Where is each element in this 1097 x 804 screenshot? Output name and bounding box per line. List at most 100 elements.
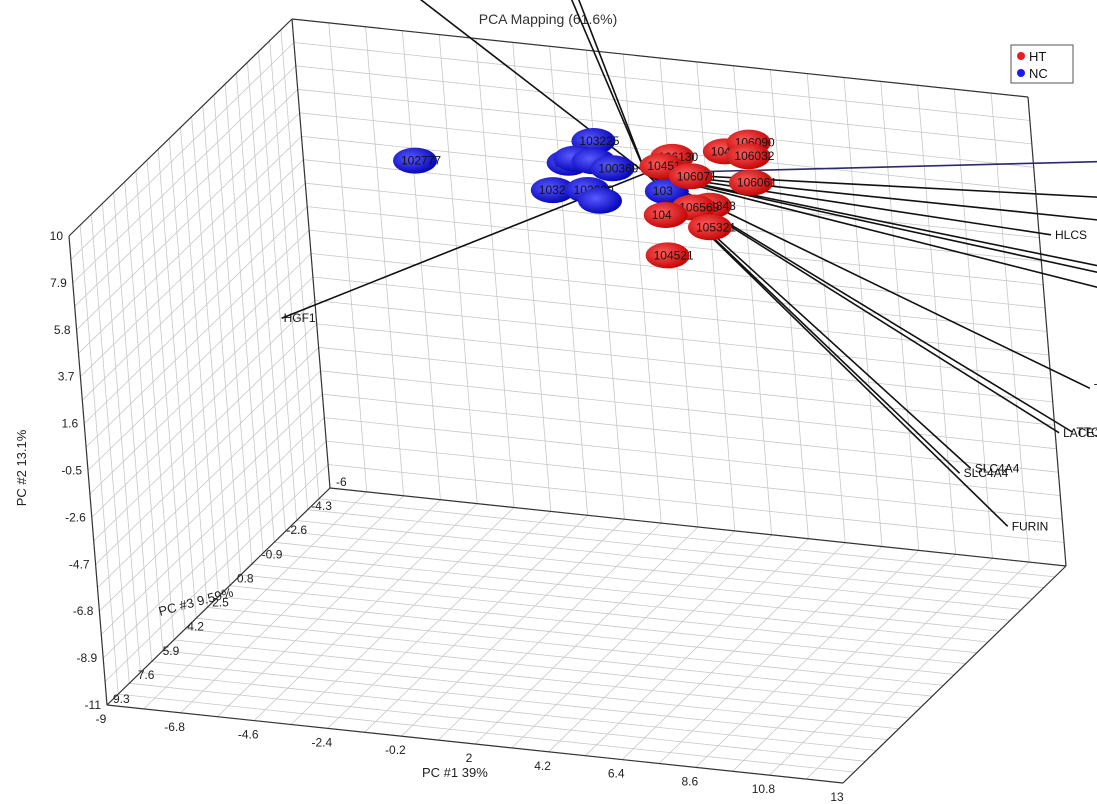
vector-line <box>645 172 1097 198</box>
grid-line <box>79 225 119 695</box>
axis-edge <box>291 18 331 489</box>
grid-line <box>168 138 208 608</box>
ht-sample-point <box>726 143 771 170</box>
grid-line <box>80 159 304 377</box>
grid-line <box>173 639 910 719</box>
vector-label: LACE1 <box>1063 426 1097 440</box>
grid-line <box>548 534 772 753</box>
grid-line <box>843 77 883 547</box>
legend-ht-label: HT <box>1029 49 1046 64</box>
axis-edge <box>68 235 108 706</box>
loading-vectors: WWOXAP3S1SFMBT1COMMD7LARSKIAA1797HLCSGRB… <box>281 0 1097 533</box>
x-tick-label: 8.6 <box>681 774 698 788</box>
grid-line <box>185 628 922 708</box>
point-label: 100369 <box>598 161 638 175</box>
legend-nc-marker <box>1017 69 1025 77</box>
legend-ht-marker <box>1017 52 1025 60</box>
vector-label: TTC12 <box>1076 425 1097 439</box>
vector-line <box>645 172 1052 236</box>
grid-line <box>87 253 312 471</box>
sample-points: 1032251027771045100369103210262010310613… <box>393 128 777 269</box>
legend: HT NC <box>1010 44 1074 84</box>
ht-sample-point <box>643 202 688 228</box>
grid-line <box>806 73 846 543</box>
grid-line <box>207 607 944 686</box>
grid-line <box>732 554 956 772</box>
point-label: 105321 <box>696 220 736 234</box>
grid-line <box>218 596 955 675</box>
point-label: 106071 <box>677 169 717 183</box>
grid-line <box>76 112 300 331</box>
vector-line <box>645 172 1097 288</box>
x-tick-label: -2.4 <box>311 735 332 749</box>
grid-line <box>162 650 899 730</box>
point-label: 103 <box>653 184 673 198</box>
grid-line <box>113 192 152 662</box>
grid-line <box>102 203 141 673</box>
point-label: 102777 <box>401 154 441 168</box>
grid-line <box>511 530 736 749</box>
x-tick-label: -9 <box>96 712 107 726</box>
grid-line <box>297 88 1034 168</box>
grid-line <box>293 42 1030 121</box>
nc-sample-point <box>590 155 635 182</box>
grid-line <box>990 93 1030 563</box>
z-tick-label: 7.6 <box>138 668 155 682</box>
vector-line <box>578 0 647 174</box>
y-tick-label: -4.7 <box>69 557 90 571</box>
grid-line <box>90 214 130 684</box>
x-tick-label: -6.8 <box>164 720 185 734</box>
y-tick-label: -8.9 <box>77 651 98 665</box>
nc-sample-point <box>530 177 575 204</box>
y-tick-label: 5.8 <box>54 323 71 337</box>
z-tick-label: -2.6 <box>286 523 307 537</box>
grid-line <box>146 160 186 630</box>
grid-line <box>621 542 846 760</box>
ht-sample-point <box>668 163 713 190</box>
vector-line <box>645 172 1097 274</box>
z-tick-label: 9.3 <box>113 692 130 706</box>
nc-sample-point <box>393 147 437 174</box>
legend-nc-label: NC <box>1029 66 1048 81</box>
vector-line <box>570 0 647 174</box>
z-tick-label: 2.5 <box>212 596 229 610</box>
y-axis-label: PC #2 13.1% <box>14 429 29 506</box>
axis-edge <box>329 487 1067 567</box>
ht-sample-point <box>728 169 773 196</box>
axis-tick-labels: -9 -6.8 -4.6 -2.4 -0.2 2 4.2 6.4 8.6 10.8 13 -11 -8.… <box>50 229 844 804</box>
grid-line <box>129 682 866 762</box>
grid-line <box>72 65 297 284</box>
grid-line <box>309 229 1046 309</box>
grid-line <box>135 170 175 640</box>
ht-sample-point <box>688 214 732 241</box>
axis-edge <box>291 18 1029 98</box>
vector-label: HLCS <box>1055 228 1087 242</box>
grid-line <box>70 42 295 260</box>
grid-line <box>954 89 993 559</box>
point-label: 103225 <box>579 134 619 148</box>
y-tick-label: -6.8 <box>73 604 94 618</box>
grid-line <box>151 661 888 740</box>
axis-edge <box>1027 96 1067 567</box>
vector-label: SLC4A4 <box>975 461 1020 475</box>
point-label: 1032 <box>539 183 566 197</box>
y-tick-label: -0.5 <box>61 464 82 478</box>
grid-line <box>585 538 809 756</box>
x-axis-label: PC #1 39% <box>422 765 488 780</box>
x-tick-label: 13 <box>830 790 844 804</box>
vector-label: SLC4A4 <box>964 466 1009 480</box>
vector-label: HGF1 <box>284 311 316 325</box>
axis-edge <box>68 18 293 237</box>
grid-line <box>118 693 855 773</box>
chart-title: PCA Mapping (61.6%) <box>479 11 618 27</box>
z-tick-label: -6 <box>336 475 347 489</box>
grid-line <box>196 617 933 697</box>
z-tick-label: 4.2 <box>187 620 204 634</box>
x-tick-label: -4.6 <box>238 728 259 742</box>
vector-line <box>645 160 1097 174</box>
point-label: 106032 <box>734 149 774 163</box>
axis-edge <box>106 704 844 784</box>
y-tick-label: 1.6 <box>62 417 79 431</box>
grid-line <box>696 61 736 531</box>
